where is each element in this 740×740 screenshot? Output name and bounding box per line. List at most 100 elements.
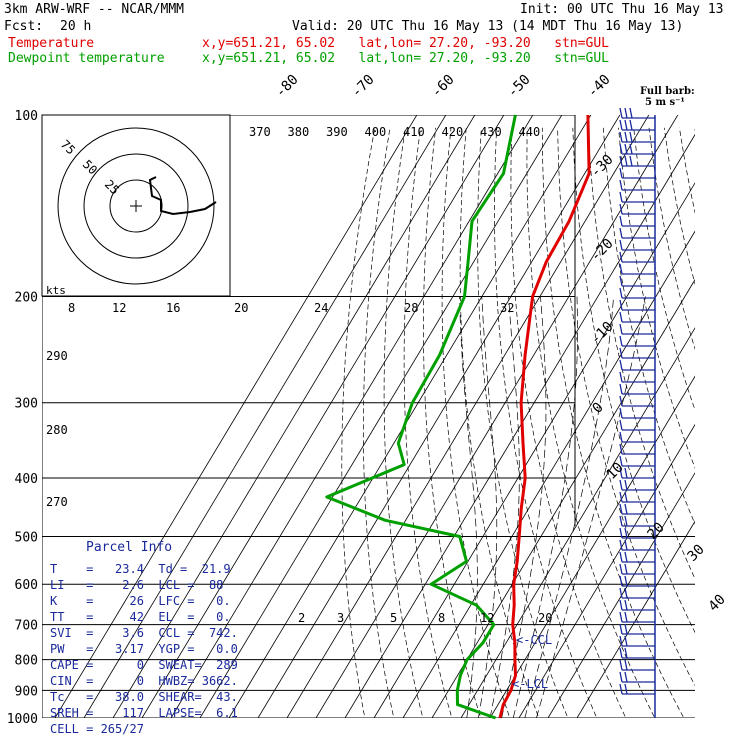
isotherm-line <box>373 182 695 718</box>
wind-barb <box>619 239 655 251</box>
wind-barb <box>619 503 655 515</box>
wind-barb <box>619 131 655 143</box>
mixing-ratio-label: 8 <box>438 611 445 625</box>
wind-barb <box>619 263 655 275</box>
wind-barb <box>619 119 655 131</box>
dry-adiabat <box>494 127 598 718</box>
dry-adiabat <box>363 127 395 718</box>
dry-adiabat <box>694 127 695 132</box>
wind-barb <box>619 527 655 539</box>
wind-barb <box>619 179 655 191</box>
isotherm-line <box>576 520 695 718</box>
dry-adiabat <box>572 127 695 634</box>
temperature-line <box>498 114 591 719</box>
wind-barb <box>619 419 655 431</box>
isotherm-line <box>83 115 447 718</box>
speed-axis-label: 20 <box>234 301 248 315</box>
pressure-tick-label: 300 <box>15 397 38 412</box>
wind-barb <box>619 347 655 359</box>
pressure-tick-label: 600 <box>15 578 38 593</box>
hodograph-ring <box>57 127 215 285</box>
wind-barb <box>619 311 655 323</box>
wind-barb <box>619 683 655 695</box>
wind-barb <box>619 491 655 503</box>
dry-adiabat <box>403 127 453 718</box>
wind-barb <box>619 647 655 659</box>
isotherm-tick-label: 10 <box>604 460 627 483</box>
barb-legend-title: Full barb: <box>640 86 695 97</box>
speed-axis-label: 32 <box>500 301 514 315</box>
wind-barb <box>619 455 655 467</box>
wind-barb <box>619 623 655 635</box>
moist-adiabat <box>536 296 646 718</box>
dry-adiabat <box>663 127 695 286</box>
init-time: Init: 00 UTC Thu 16 May 13 <box>520 2 724 17</box>
wind-barb <box>619 575 655 587</box>
parcel-info-row: CIN = 0 HWBZ= 3662. <box>50 674 238 688</box>
theta-left-label: 270 <box>46 495 68 509</box>
parcel-info-row: Tc = 38.0 SHEAR= 43. <box>50 690 238 704</box>
mixing-ratio-label: 2 <box>298 611 305 625</box>
wind-barbs <box>619 107 656 718</box>
wind-barb <box>619 275 655 287</box>
isotherm-line <box>199 115 563 718</box>
parcel-info-row: PW = 3.17 YGP = 0.0 <box>50 642 238 656</box>
moist-adiabat <box>478 296 498 718</box>
sounding-lines <box>325 114 591 720</box>
dry-adiabat <box>341 127 376 718</box>
parcel-info-row: T = 23.4 Td = 21.9 <box>50 562 231 576</box>
speed-axis-label: 8 <box>68 301 75 315</box>
wind-barb <box>619 191 655 203</box>
wind-barb <box>619 203 655 215</box>
dewpoint-line <box>325 114 517 720</box>
dry-adiabat <box>679 127 695 214</box>
lcl-marker: <-LCL <box>512 677 548 691</box>
speed-axis-label: 28 <box>404 301 418 315</box>
hodograph-trace <box>148 176 217 216</box>
wind-barb <box>619 611 655 623</box>
mixing-ratio-label: 12 <box>480 611 494 625</box>
speed-axis-label: 12 <box>112 301 126 315</box>
moist-adiabat <box>512 296 578 718</box>
wind-barb <box>619 563 655 575</box>
isotherm-line <box>547 472 695 718</box>
wind-barb <box>619 359 655 371</box>
parcel-info-row: CELL = 265/27 <box>50 722 144 736</box>
isotherm-tick-label: 40 <box>706 592 729 615</box>
pressure-tick-label: 500 <box>15 530 38 545</box>
moist-adiabat <box>501 296 547 718</box>
isotherm-line <box>112 115 476 718</box>
moist-adiabat <box>524 296 614 718</box>
mixing-ratio-label: 3 <box>337 611 344 625</box>
isotherm-line <box>170 115 534 718</box>
hodograph-ring <box>83 153 189 259</box>
forecast-label: Fcst: <box>4 19 44 34</box>
isotherm-tick-label: -20 <box>588 236 617 265</box>
hodograph-units: kts <box>46 284 66 297</box>
isotherm-line <box>257 115 621 718</box>
isotherm-tick-label: -60 <box>429 72 458 101</box>
dry-adiabat <box>423 127 482 718</box>
mixing-ratio-label: 20 <box>538 611 552 625</box>
dewpoint-legend-label: Dewpoint temperature <box>8 51 165 66</box>
wind-barb <box>619 443 655 455</box>
wind-barb <box>619 371 655 383</box>
dry-adiabat <box>459 127 540 718</box>
theta-left-label: 280 <box>46 423 68 437</box>
moist-adiabat <box>459 296 478 718</box>
isotherm-tick-label: -80 <box>273 72 302 101</box>
wind-barb <box>619 227 655 239</box>
isotherm-tick-label: 30 <box>685 542 708 565</box>
wind-barb <box>619 251 655 263</box>
isotherm-tick-label: -40 <box>585 72 614 101</box>
wind-barb <box>619 539 655 551</box>
wind-barb <box>619 635 655 647</box>
pressure-tick-label: 1000 <box>7 712 38 727</box>
isotherm-tick-label: 0 <box>590 400 607 417</box>
forecast-hour: 20 h <box>60 19 92 34</box>
isotherm-tick-label: -70 <box>349 72 378 101</box>
isotherm-tick-label: 20 <box>645 520 668 543</box>
isotherm-line <box>402 230 695 718</box>
